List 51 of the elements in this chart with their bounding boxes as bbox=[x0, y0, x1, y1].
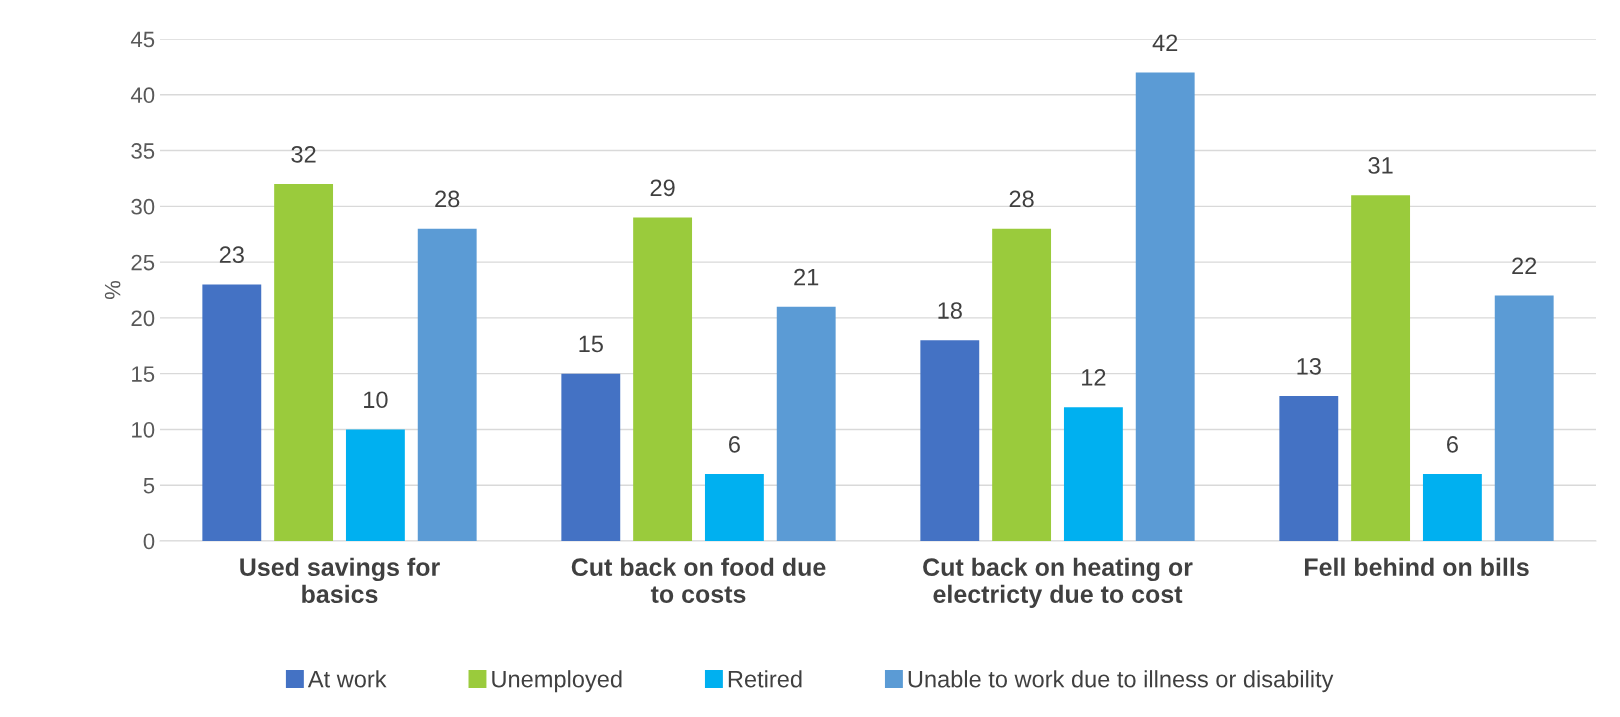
data-label: 28 bbox=[435, 190, 460, 208]
bar bbox=[920, 340, 980, 541]
bar bbox=[776, 306, 836, 541]
bar bbox=[1422, 474, 1482, 541]
bar bbox=[704, 474, 764, 541]
y-tick-label: 25 bbox=[131, 254, 155, 271]
legend-label: Unable to work due to illness or disability bbox=[908, 670, 1334, 693]
bar bbox=[345, 429, 405, 541]
data-label: 6 bbox=[1447, 436, 1458, 453]
data-label: 23 bbox=[219, 246, 244, 264]
data-label: 28 bbox=[1009, 190, 1034, 208]
data-label: 12 bbox=[1082, 369, 1106, 386]
data-label: 18 bbox=[938, 302, 962, 319]
bar bbox=[992, 228, 1052, 541]
legend-label: Retired bbox=[728, 670, 802, 688]
y-tick-label: 5 bbox=[143, 477, 155, 494]
y-tick-label: 15 bbox=[132, 366, 155, 382]
y-tick-label: 35 bbox=[131, 143, 155, 159]
data-label: 13 bbox=[1297, 357, 1321, 375]
data-label: 42 bbox=[1152, 34, 1178, 51]
data-label: 22 bbox=[1512, 257, 1537, 275]
x-tick-label: Used savings for basics bbox=[240, 557, 440, 604]
legend-label: At work bbox=[307, 670, 387, 688]
y-tick-label: 45 bbox=[130, 31, 155, 48]
y-tick-label: 30 bbox=[131, 198, 155, 215]
bar bbox=[1351, 195, 1411, 541]
x-tick-label: Fell behind on bills bbox=[1304, 557, 1529, 577]
x-tick-label: Cut back on heating or electricty due to cost bbox=[923, 557, 1193, 609]
y-tick-label: 40 bbox=[130, 87, 155, 104]
y-tick-label: 20 bbox=[131, 310, 155, 327]
data-label: 29 bbox=[650, 179, 675, 197]
bar bbox=[1063, 407, 1123, 541]
data-label: 21 bbox=[794, 268, 819, 286]
data-label: 10 bbox=[364, 391, 388, 409]
data-label: 32 bbox=[291, 145, 316, 163]
y-tick-label: 0 bbox=[143, 533, 155, 550]
data-label: 31 bbox=[1368, 157, 1393, 174]
data-label: 6 bbox=[729, 436, 740, 453]
bar bbox=[1494, 295, 1554, 541]
y-axis-title: % bbox=[104, 280, 121, 300]
data-label: 15 bbox=[579, 335, 603, 353]
bar bbox=[1135, 72, 1195, 541]
bar bbox=[1279, 395, 1339, 541]
legend-label: Unemployed bbox=[492, 670, 622, 693]
y-tick-label: 10 bbox=[132, 421, 155, 438]
bar bbox=[202, 284, 262, 541]
bar bbox=[274, 184, 334, 541]
bar bbox=[633, 217, 693, 541]
x-tick-label: Cut back on food due to costs bbox=[571, 557, 826, 603]
bar bbox=[561, 373, 621, 541]
bar bbox=[417, 228, 477, 541]
